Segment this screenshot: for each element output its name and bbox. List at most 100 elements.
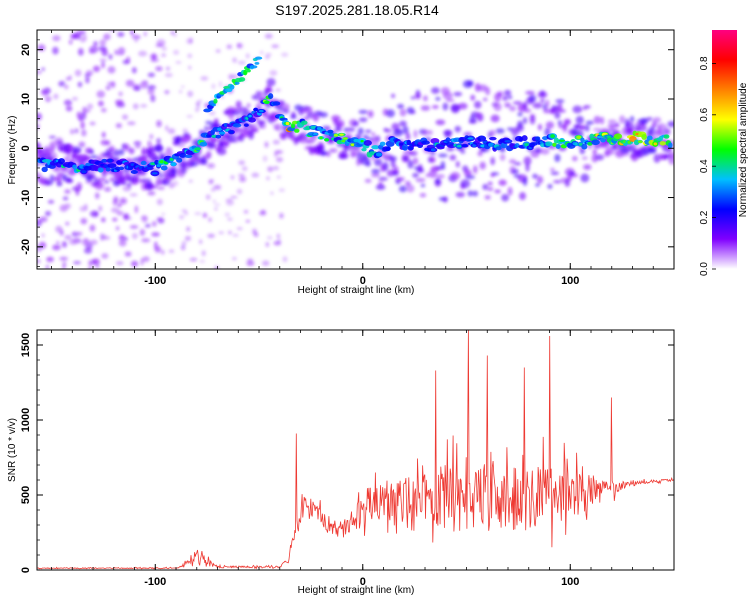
spectrogram-x-ticks: -100 0 100 bbox=[51, 30, 675, 287]
noise-blob bbox=[232, 233, 239, 237]
halo-blob bbox=[119, 148, 125, 156]
noise-blob bbox=[104, 187, 112, 192]
ridge-blob bbox=[555, 143, 561, 150]
noise-blob bbox=[210, 187, 216, 192]
halo-blob bbox=[536, 175, 544, 184]
ridge-core bbox=[312, 132, 318, 136]
noise-blob bbox=[132, 103, 139, 110]
noise-blob bbox=[228, 74, 235, 80]
noise-blob bbox=[251, 172, 260, 178]
halo-blob bbox=[329, 148, 338, 153]
halo-blob bbox=[358, 109, 368, 115]
halo-blob bbox=[479, 161, 486, 170]
noise-blob bbox=[88, 49, 96, 54]
noise-blob bbox=[276, 150, 284, 155]
halo-blob bbox=[547, 184, 553, 190]
colorbar-label: Normalized spectral amplitude bbox=[738, 82, 749, 217]
noise-blob bbox=[233, 73, 239, 79]
halo-blob bbox=[543, 108, 552, 114]
halo-blob bbox=[408, 150, 418, 156]
secondary-ridge-blob bbox=[204, 108, 213, 112]
noise-blob bbox=[245, 219, 251, 223]
halo-blob bbox=[231, 109, 242, 116]
halo-blob bbox=[304, 106, 313, 114]
halo-blob bbox=[121, 181, 127, 186]
noise-blob bbox=[80, 37, 85, 43]
ridge-blob bbox=[58, 158, 65, 165]
noise-blob bbox=[181, 85, 185, 88]
halo-blob bbox=[89, 149, 95, 154]
ridge-blob bbox=[406, 139, 412, 146]
halo-blob bbox=[392, 170, 400, 176]
halo-blob bbox=[540, 148, 550, 155]
halo-blob bbox=[109, 177, 114, 182]
ridge-core bbox=[218, 131, 226, 135]
secondary-ridge-blob bbox=[211, 103, 216, 107]
noise-blob bbox=[108, 53, 113, 60]
halo-blob bbox=[435, 178, 441, 185]
ridge-blob bbox=[184, 154, 193, 158]
noise-blob bbox=[272, 165, 279, 171]
y-tick-label: 1500 bbox=[20, 333, 32, 357]
noise-blob bbox=[79, 206, 86, 212]
ridge-blob bbox=[667, 142, 673, 149]
halo-blob bbox=[557, 120, 563, 126]
ridge-core bbox=[399, 142, 404, 146]
halo-blob bbox=[128, 147, 135, 155]
halo-blob bbox=[374, 158, 383, 167]
noise-blob bbox=[110, 81, 116, 89]
halo-blob bbox=[275, 123, 282, 132]
halo-blob bbox=[470, 94, 476, 101]
noise-blob bbox=[173, 32, 177, 38]
halo-blob bbox=[499, 154, 506, 161]
halo-blob bbox=[529, 115, 536, 125]
ridge-blob bbox=[361, 148, 367, 152]
halo-blob bbox=[405, 132, 411, 141]
snr-y-axis-label: SNR (10 * v/v) bbox=[7, 418, 18, 482]
halo-blob bbox=[435, 96, 441, 101]
noise-blob bbox=[76, 231, 83, 236]
noise-blob bbox=[245, 53, 250, 59]
noise-blob bbox=[53, 93, 59, 100]
halo-blob bbox=[420, 105, 431, 111]
noise-blob bbox=[194, 212, 202, 215]
noise-blob bbox=[80, 121, 85, 130]
halo-blob bbox=[562, 123, 568, 133]
noise-blob bbox=[104, 140, 111, 146]
ridge-core bbox=[216, 134, 221, 139]
halo-blob bbox=[482, 183, 489, 190]
spectrogram-y-axis-label: Frequency (Hz) bbox=[7, 116, 18, 185]
ridge-blob bbox=[489, 136, 497, 141]
ridge-blob bbox=[294, 128, 300, 133]
halo-blob bbox=[331, 115, 341, 121]
noise-blob bbox=[87, 109, 91, 113]
halo-blob bbox=[334, 127, 343, 132]
noise-blob bbox=[127, 121, 136, 126]
halo-blob bbox=[464, 169, 472, 177]
ridge-blob bbox=[371, 145, 380, 150]
noise-blob bbox=[168, 249, 175, 253]
noise-blob bbox=[172, 49, 180, 55]
halo-blob bbox=[415, 177, 426, 183]
halo-blob bbox=[554, 111, 561, 119]
ridge-core bbox=[596, 135, 602, 139]
halo-blob bbox=[454, 125, 462, 133]
halo-blob bbox=[232, 107, 240, 112]
noise-blob bbox=[48, 135, 56, 139]
halo-blob bbox=[466, 80, 474, 87]
noise-blob bbox=[237, 60, 246, 65]
halo-blob bbox=[485, 86, 491, 96]
halo-blob bbox=[600, 116, 605, 125]
noise-blob bbox=[100, 107, 107, 113]
halo-blob bbox=[516, 124, 524, 132]
noise-blob bbox=[131, 67, 137, 74]
noise-blob bbox=[37, 245, 42, 253]
ridge-blob bbox=[421, 140, 430, 145]
noise-blob bbox=[218, 80, 223, 88]
noise-blob bbox=[52, 35, 61, 42]
x-tick-label: 100 bbox=[561, 576, 579, 588]
halo-blob bbox=[358, 117, 368, 123]
halo-blob bbox=[491, 172, 500, 176]
halo-blob bbox=[532, 173, 538, 179]
